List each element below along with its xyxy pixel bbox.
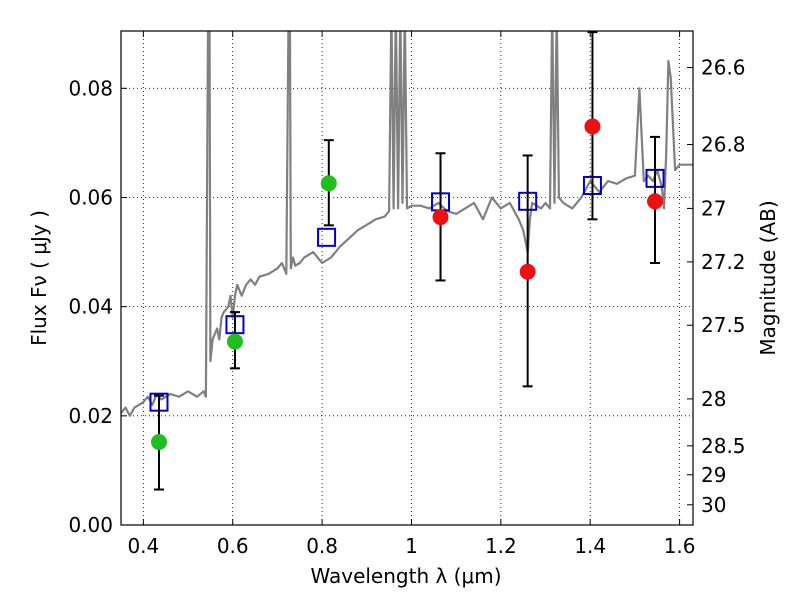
right-tick-label: 27.2 [701, 250, 746, 274]
y-tick-label: 0.00 [68, 513, 113, 537]
right-tick-label: 27.5 [701, 313, 746, 337]
y-tick-label: 0.06 [68, 185, 113, 209]
observed-point [320, 175, 337, 192]
tick-labels: 0.4 0.6 0.8 1 1.2 1.4 1.6 0.00 0.02 0.04 0.06 0.08 2… [68, 56, 745, 558]
y-tick-label: 0.08 [68, 76, 113, 100]
observed-point [584, 118, 601, 135]
x-tick-label: 1.4 [574, 534, 606, 558]
observed-point [432, 209, 449, 226]
x-tick-label: 0.8 [306, 534, 338, 558]
y-axis-title: Flux Fν ( μJy ) [27, 210, 51, 346]
right-tick-label: 28 [701, 387, 726, 411]
y-tick-label: 0.02 [68, 404, 113, 428]
right-tick-label: 27 [701, 196, 726, 220]
observed-point [150, 434, 167, 451]
observed-point [226, 333, 243, 350]
x-tick-label: 1.2 [485, 534, 517, 558]
x-tick-label: 1 [405, 534, 418, 558]
right-tick-label: 28.5 [701, 434, 746, 458]
x-axis-title: Wavelength λ (μm) [310, 564, 501, 588]
x-tick-label: 0.4 [127, 534, 159, 558]
model-photometry-square [317, 227, 337, 247]
observed-point [519, 263, 536, 280]
x-tick-label: 0.6 [217, 534, 249, 558]
y-tick-label: 0.04 [68, 295, 113, 319]
observed-point [647, 193, 664, 210]
plot-area-series [121, 31, 693, 491]
grid [121, 31, 693, 525]
right-y-axis-title: Magnitude (AB) [756, 200, 780, 355]
right-tick-label: 26.6 [701, 56, 746, 80]
right-tick-label: 29 [701, 463, 726, 487]
x-tick-label: 1.6 [664, 534, 696, 558]
right-tick-label: 30 [701, 493, 726, 517]
axis-ticks [121, 31, 693, 526]
plot-frame [120, 30, 694, 526]
right-tick-label: 26.8 [701, 133, 746, 157]
